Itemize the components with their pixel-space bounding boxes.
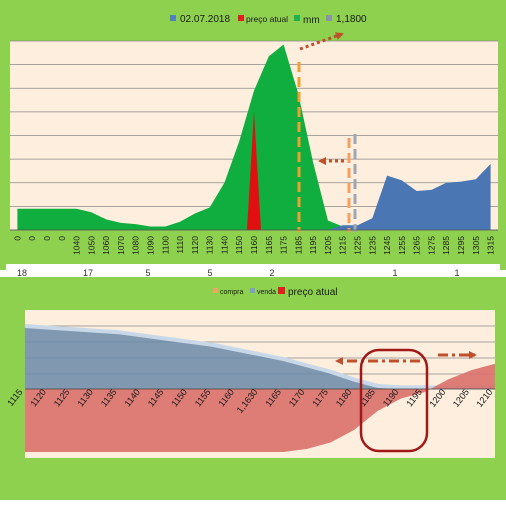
- top-x-tick-label: 1160: [249, 236, 259, 255]
- legend-label-series-c: mm: [303, 15, 320, 26]
- top-partial-label: 1: [392, 268, 397, 278]
- series-area-pre-o-atual: [247, 111, 261, 230]
- bottom-series-layer: [24, 324, 495, 452]
- top-partial-label: 2: [269, 268, 274, 278]
- top-arrow-upper-right: [299, 32, 344, 51]
- top-x-tick-label: 1080: [131, 236, 141, 255]
- top-x-tick-label: 0: [42, 236, 52, 241]
- top-x-tick-label: 1235: [367, 236, 377, 255]
- top-x-tick-label: 1315: [486, 236, 496, 255]
- bottom-highlight-circle: [359, 348, 429, 453]
- top-x-tick-label: 1165: [264, 236, 274, 255]
- bottom-legend: compra venda preço atual: [213, 287, 337, 298]
- top-x-tick-label: 1295: [456, 236, 466, 255]
- legend-label-series-a: 02.07.2018: [180, 14, 230, 25]
- top-partial-label: 17: [83, 268, 93, 278]
- legend-swatch-series-c: [294, 15, 300, 21]
- top-x-tick-label: 1090: [145, 236, 155, 255]
- legend-label-compra: compra: [220, 289, 243, 296]
- top-partial-label: 5: [207, 268, 212, 278]
- top-x-tick-label: 1100: [160, 236, 170, 255]
- top-partial-labels: 18 17 5 5 2 1 1: [17, 268, 460, 278]
- top-x-tick-label: 1070: [116, 236, 126, 255]
- top-x-tick-label: 0: [27, 236, 37, 241]
- top-x-tick-label: 1110: [175, 236, 185, 254]
- top-series-layer: [17, 44, 491, 231]
- legend-swatch-venda: [250, 288, 255, 293]
- legend-swatch-compra: [213, 288, 218, 293]
- top-x-tick-label: 1040: [72, 236, 82, 255]
- legend-swatch-preco-atual: [278, 287, 285, 294]
- legend-label-series-d: 1,1800: [336, 14, 367, 25]
- top-partial-label: 1: [454, 268, 459, 278]
- top-x-tick-label: 1225: [353, 236, 363, 255]
- top-x-tick-label: 1195: [308, 236, 318, 255]
- legend-label-venda: venda: [257, 289, 276, 296]
- top-partial-label: 5: [145, 268, 150, 278]
- top-partial-label: 18: [17, 268, 27, 278]
- series-area-02-07-2018: [17, 163, 491, 230]
- top-x-tick-label: 1175: [279, 236, 289, 255]
- top-x-tick-label: 1150: [234, 236, 244, 255]
- top-x-tick-label: 1050: [86, 236, 96, 255]
- top-x-tick-label: 1060: [101, 236, 111, 255]
- legend-label-series-b: preço atual: [246, 14, 288, 24]
- bottom-series-area-venda: [25, 326, 495, 389]
- legend-swatch-series-d: [326, 15, 332, 21]
- bottom-series-area-compra: [25, 363, 495, 452]
- top-x-tick-label: 1305: [471, 236, 481, 255]
- top-x-tick-label: 1255: [397, 236, 407, 255]
- top-x-tick-label: 1185: [293, 236, 303, 255]
- top-x-tick-label: 1140: [219, 236, 229, 255]
- legend-swatch-series-a: [170, 15, 176, 21]
- top-x-tick-label: 1245: [382, 236, 392, 255]
- top-x-tick-label: 1120: [190, 236, 200, 255]
- top-x-tick-label: 0: [12, 236, 22, 241]
- top-legend: 02.07.2018 preço atual mm 1,1800: [170, 14, 367, 26]
- top-x-tick-label: 1130: [205, 236, 215, 255]
- legend-label-preco-atual: preço atual: [288, 287, 337, 298]
- top-x-tick-label: 0: [57, 236, 67, 241]
- top-x-tick-label: 1265: [412, 236, 422, 255]
- bottom-venda-edge: [24, 324, 495, 390]
- top-x-tick-label: 1205: [323, 236, 333, 255]
- top-bottom-strip: [6, 264, 500, 274]
- legend-swatch-series-b: [238, 15, 244, 21]
- top-x-tick-label: 1285: [441, 236, 451, 255]
- top-x-tick-label: 1275: [426, 236, 436, 255]
- top-x-axis-labels: 0 0 0 0 1040 1050 1060 1070 1080 1090 1100 1110 1120…: [10, 229, 498, 255]
- top-x-tick-label: 1215: [338, 236, 348, 255]
